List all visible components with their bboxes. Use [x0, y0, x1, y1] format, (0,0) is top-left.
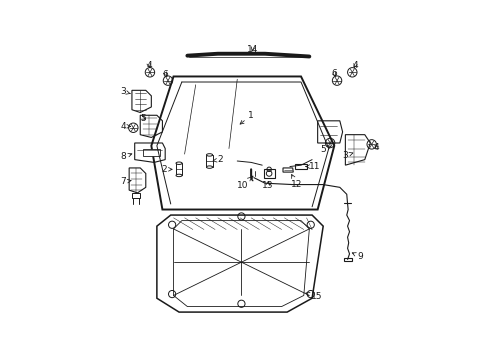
Text: 12: 12: [291, 175, 302, 189]
Text: 2: 2: [161, 165, 172, 174]
Ellipse shape: [206, 166, 213, 168]
Text: 6: 6: [163, 70, 169, 79]
Text: 11: 11: [306, 162, 320, 171]
Text: 4: 4: [147, 62, 152, 71]
Ellipse shape: [176, 162, 182, 165]
Ellipse shape: [206, 154, 213, 156]
Text: 4: 4: [352, 61, 358, 70]
Bar: [143, 149, 160, 156]
Text: 9: 9: [352, 252, 364, 261]
Text: 14: 14: [247, 45, 258, 54]
Text: 4: 4: [120, 122, 130, 131]
Bar: [206, 155, 213, 167]
Text: 1: 1: [240, 111, 254, 124]
Text: 5: 5: [320, 145, 331, 154]
Ellipse shape: [176, 174, 182, 177]
Text: 6: 6: [331, 69, 337, 78]
Text: 5: 5: [140, 113, 146, 122]
Text: 15: 15: [306, 292, 322, 301]
Bar: [176, 163, 182, 175]
Text: 8: 8: [120, 152, 132, 161]
Text: 3: 3: [343, 151, 353, 160]
Text: 4: 4: [373, 143, 379, 152]
Text: 3: 3: [121, 87, 131, 96]
Text: 2: 2: [213, 155, 223, 164]
Text: 13: 13: [262, 181, 273, 190]
Text: 10: 10: [237, 177, 252, 190]
Text: 7: 7: [120, 177, 131, 186]
